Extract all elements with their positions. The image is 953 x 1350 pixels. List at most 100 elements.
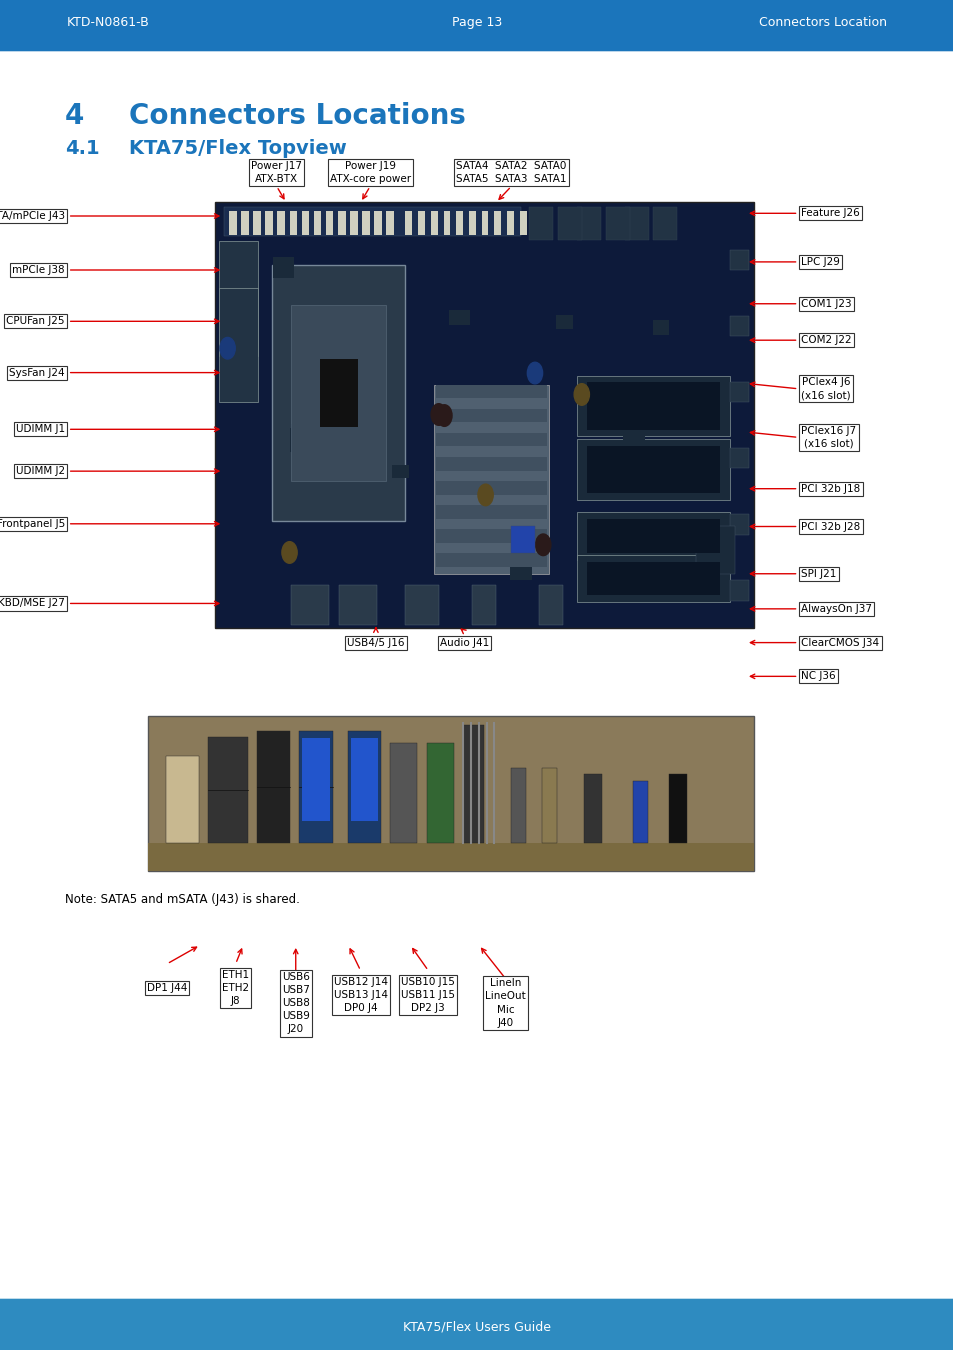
Text: DP1 J44: DP1 J44: [147, 983, 187, 994]
Text: 4.1: 4.1: [65, 139, 99, 158]
Bar: [472, 585, 496, 625]
Bar: [291, 585, 329, 625]
Text: Frontpanel J5: Frontpanel J5: [0, 518, 65, 529]
Bar: [302, 737, 330, 782]
Bar: [229, 211, 236, 235]
Bar: [652, 320, 668, 335]
Circle shape: [431, 404, 446, 425]
Bar: [405, 211, 412, 235]
Bar: [462, 725, 483, 842]
Bar: [277, 211, 285, 235]
Bar: [390, 744, 417, 842]
Bar: [577, 513, 729, 560]
Text: CPUFan J25: CPUFan J25: [7, 316, 65, 327]
Text: SATA4  SATA2  SATA0
SATA5  SATA3  SATA1: SATA4 SATA2 SATA0 SATA5 SATA3 SATA1: [456, 161, 566, 185]
Bar: [556, 315, 572, 328]
Bar: [166, 756, 199, 842]
Bar: [219, 288, 257, 402]
Bar: [586, 382, 720, 429]
Text: ClearCMOS J34: ClearCMOS J34: [801, 637, 879, 648]
Text: Power J19
ATX-core power: Power J19 ATX-core power: [329, 161, 411, 185]
Text: AlwaysOn J37: AlwaysOn J37: [801, 603, 871, 614]
Bar: [729, 448, 748, 468]
Bar: [319, 359, 357, 427]
Bar: [326, 211, 334, 235]
Bar: [436, 385, 546, 398]
Bar: [303, 351, 324, 375]
Circle shape: [477, 485, 493, 506]
Bar: [434, 385, 548, 574]
Bar: [256, 732, 290, 842]
Bar: [351, 737, 377, 782]
Bar: [337, 211, 345, 235]
Bar: [290, 428, 306, 452]
Bar: [541, 768, 557, 842]
Bar: [392, 464, 409, 478]
Text: SysFan J24: SysFan J24: [10, 367, 65, 378]
Bar: [653, 207, 677, 240]
Bar: [301, 211, 309, 235]
Text: Note: SATA5 and mSATA (J43) is shared.: Note: SATA5 and mSATA (J43) is shared.: [65, 892, 299, 906]
Bar: [265, 211, 273, 235]
Text: COM2 J22: COM2 J22: [801, 335, 851, 346]
Bar: [586, 446, 720, 494]
Bar: [417, 211, 424, 235]
Text: USB4/5 J16: USB4/5 J16: [347, 637, 404, 648]
Bar: [519, 211, 526, 235]
Bar: [348, 732, 380, 842]
Bar: [729, 316, 748, 336]
Bar: [538, 585, 562, 625]
Bar: [219, 240, 257, 355]
Text: COM1 J23: COM1 J23: [801, 298, 851, 309]
Bar: [351, 778, 377, 821]
Bar: [224, 207, 520, 236]
Text: UDIMM J2: UDIMM J2: [16, 466, 65, 477]
Bar: [577, 207, 600, 240]
Bar: [696, 526, 734, 574]
Bar: [436, 554, 546, 567]
Text: PCI 32b J18: PCI 32b J18: [801, 483, 860, 494]
Bar: [436, 481, 546, 494]
FancyBboxPatch shape: [0, 0, 953, 51]
Bar: [314, 211, 321, 235]
Bar: [729, 250, 748, 270]
Text: KTD-N0861-B: KTD-N0861-B: [67, 16, 150, 30]
Bar: [253, 211, 260, 235]
Bar: [436, 505, 546, 518]
Bar: [729, 382, 748, 402]
Text: Feature J26: Feature J26: [801, 208, 860, 219]
Text: mPCIe J38: mPCIe J38: [12, 265, 65, 275]
Circle shape: [436, 405, 452, 427]
Text: NC J36: NC J36: [801, 671, 835, 682]
FancyBboxPatch shape: [0, 1299, 953, 1350]
Bar: [605, 207, 629, 240]
Bar: [614, 460, 638, 483]
Bar: [577, 375, 729, 436]
Bar: [511, 526, 535, 554]
Bar: [529, 207, 553, 240]
Bar: [289, 211, 296, 235]
Bar: [362, 211, 370, 235]
Bar: [338, 585, 376, 625]
Bar: [272, 265, 405, 521]
Circle shape: [574, 383, 589, 405]
Bar: [509, 560, 531, 579]
Text: ETH1
ETH2
J8: ETH1 ETH2 J8: [222, 971, 249, 1006]
Bar: [583, 775, 601, 842]
Bar: [668, 775, 686, 842]
Bar: [511, 768, 526, 842]
Bar: [299, 732, 333, 842]
Text: USB6
USB7
USB8
USB9
J20: USB6 USB7 USB8 USB9 J20: [281, 972, 310, 1034]
Text: USB10 J15
USB11 J15
DP2 J3: USB10 J15 USB11 J15 DP2 J3: [401, 977, 455, 1012]
Bar: [622, 436, 644, 455]
Bar: [586, 562, 720, 595]
Bar: [374, 211, 381, 235]
Bar: [577, 440, 729, 501]
Bar: [436, 529, 546, 543]
Text: PCI 32b J28: PCI 32b J28: [801, 521, 860, 532]
Bar: [431, 211, 437, 235]
Text: Page 13: Page 13: [452, 16, 501, 30]
Bar: [729, 580, 748, 601]
Text: LineIn
LineOut
Mic
J40: LineIn LineOut Mic J40: [485, 979, 525, 1027]
Bar: [494, 211, 500, 235]
